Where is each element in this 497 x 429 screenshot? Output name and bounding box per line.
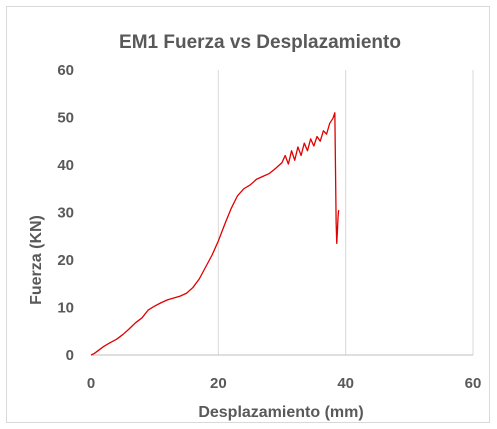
series-line-0 <box>90 112 340 356</box>
x-tick-labels: 0 20 40 60 <box>87 375 482 392</box>
x-tick-label-2: 40 <box>337 375 354 392</box>
series-group <box>90 112 340 356</box>
y-tick-label-1: 10 <box>57 300 74 317</box>
y-tick-labels: 0 10 20 30 40 50 60 <box>57 62 74 364</box>
y-axis-label: Fuerza (KN) <box>28 215 45 305</box>
x-axis-label: Desplazamiento (mm) <box>198 404 363 421</box>
x-tick-label-3: 60 <box>465 375 482 392</box>
y-tick-label-2: 20 <box>57 252 74 269</box>
y-tick-label-3: 30 <box>57 205 74 222</box>
chart-frame <box>6 6 490 423</box>
x-tick-label-1: 20 <box>210 375 227 392</box>
y-tick-label-6: 60 <box>57 62 74 79</box>
grid-lines <box>217 70 474 355</box>
y-tick-label-4: 40 <box>57 157 74 174</box>
y-tick-label-0: 0 <box>66 347 74 364</box>
chart-title: EM1 Fuerza vs Desplazamiento <box>119 32 401 53</box>
x-tick-label-0: 0 <box>87 375 95 392</box>
y-tick-label-5: 50 <box>57 110 74 127</box>
